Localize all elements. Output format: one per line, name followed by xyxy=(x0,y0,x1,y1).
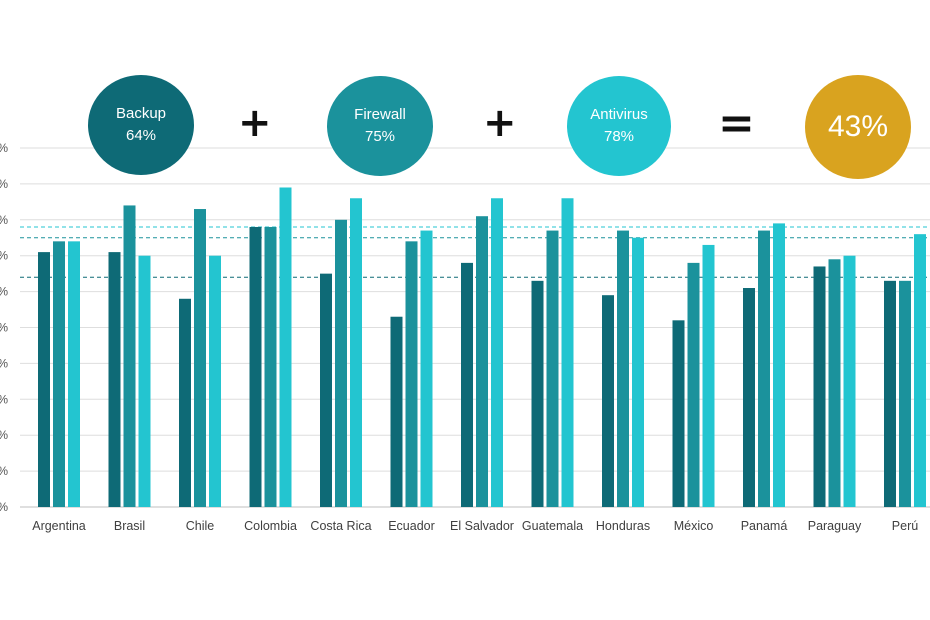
firewall-value: 75% xyxy=(364,128,396,145)
backup-circle: Backup 64% xyxy=(88,75,194,175)
y-tick-label: % xyxy=(0,428,8,442)
bar xyxy=(108,252,121,507)
plus-operator-2: + xyxy=(483,100,517,146)
bar xyxy=(561,198,574,507)
backup-label: Backup xyxy=(115,105,167,122)
y-tick-label: % xyxy=(0,141,8,155)
category-label: Colombia xyxy=(244,519,297,533)
bar xyxy=(546,230,559,507)
equals-operator: = xyxy=(718,98,755,149)
bar xyxy=(476,216,488,507)
category-label: Brasil xyxy=(114,519,145,533)
bar xyxy=(743,288,755,507)
bar xyxy=(138,255,151,507)
bar xyxy=(491,198,503,507)
y-tick-label: % xyxy=(0,464,8,478)
y-tick-label: % xyxy=(0,500,8,514)
bar xyxy=(687,262,700,507)
bar xyxy=(123,205,136,507)
category-label: Costa Rica xyxy=(310,519,371,533)
firewall-label: Firewall xyxy=(354,106,406,123)
bar xyxy=(390,316,403,507)
result-value: 43% xyxy=(827,110,889,143)
bar xyxy=(279,187,292,508)
bar xyxy=(335,219,347,508)
antivirus-label: Antivirus xyxy=(590,106,648,123)
category-label: Perú xyxy=(892,519,918,533)
bar xyxy=(899,280,911,507)
bar xyxy=(461,262,473,507)
plus-operator-1: + xyxy=(238,100,272,146)
category-label: Argentina xyxy=(32,519,86,533)
bar xyxy=(249,226,262,508)
bar xyxy=(813,266,826,507)
backup-value: 64% xyxy=(125,127,157,144)
category-label: Chile xyxy=(186,519,215,533)
bar xyxy=(632,237,644,507)
antivirus-value: 78% xyxy=(603,128,635,145)
y-tick-label: % xyxy=(0,177,8,191)
category-label: Ecuador xyxy=(388,519,435,533)
bar xyxy=(602,295,614,507)
bar xyxy=(405,241,418,507)
y-tick-label: % xyxy=(0,249,8,263)
bar xyxy=(320,273,332,507)
bar xyxy=(758,230,770,507)
category-label: México xyxy=(674,519,714,533)
bar xyxy=(38,252,50,507)
bar xyxy=(68,241,80,507)
bar xyxy=(884,280,896,507)
bar xyxy=(420,230,433,507)
bar xyxy=(53,241,65,507)
bar xyxy=(672,320,685,507)
antivirus-circle: Antivirus 78% xyxy=(567,76,671,176)
category-label: Honduras xyxy=(596,519,650,533)
bar xyxy=(531,280,544,507)
bar xyxy=(350,198,362,507)
bar xyxy=(264,226,277,508)
bar xyxy=(828,259,841,507)
bar xyxy=(179,298,191,507)
y-tick-label: % xyxy=(0,285,8,299)
y-tick-label: % xyxy=(0,321,8,335)
bar xyxy=(773,223,785,507)
bar xyxy=(209,255,221,507)
bar xyxy=(843,255,856,507)
category-label: Panamá xyxy=(741,519,788,533)
bar xyxy=(914,234,926,507)
firewall-circle: Firewall 75% xyxy=(327,76,433,176)
bar xyxy=(194,209,206,507)
category-label: Guatemala xyxy=(522,519,583,533)
category-label: Paraguay xyxy=(808,519,862,533)
result-circle: 43% xyxy=(805,75,911,179)
bar xyxy=(702,244,715,507)
y-tick-label: % xyxy=(0,392,8,406)
bar xyxy=(617,230,629,507)
y-tick-label: % xyxy=(0,356,8,370)
category-label: El Salvador xyxy=(450,519,514,533)
y-tick-label: % xyxy=(0,213,8,227)
